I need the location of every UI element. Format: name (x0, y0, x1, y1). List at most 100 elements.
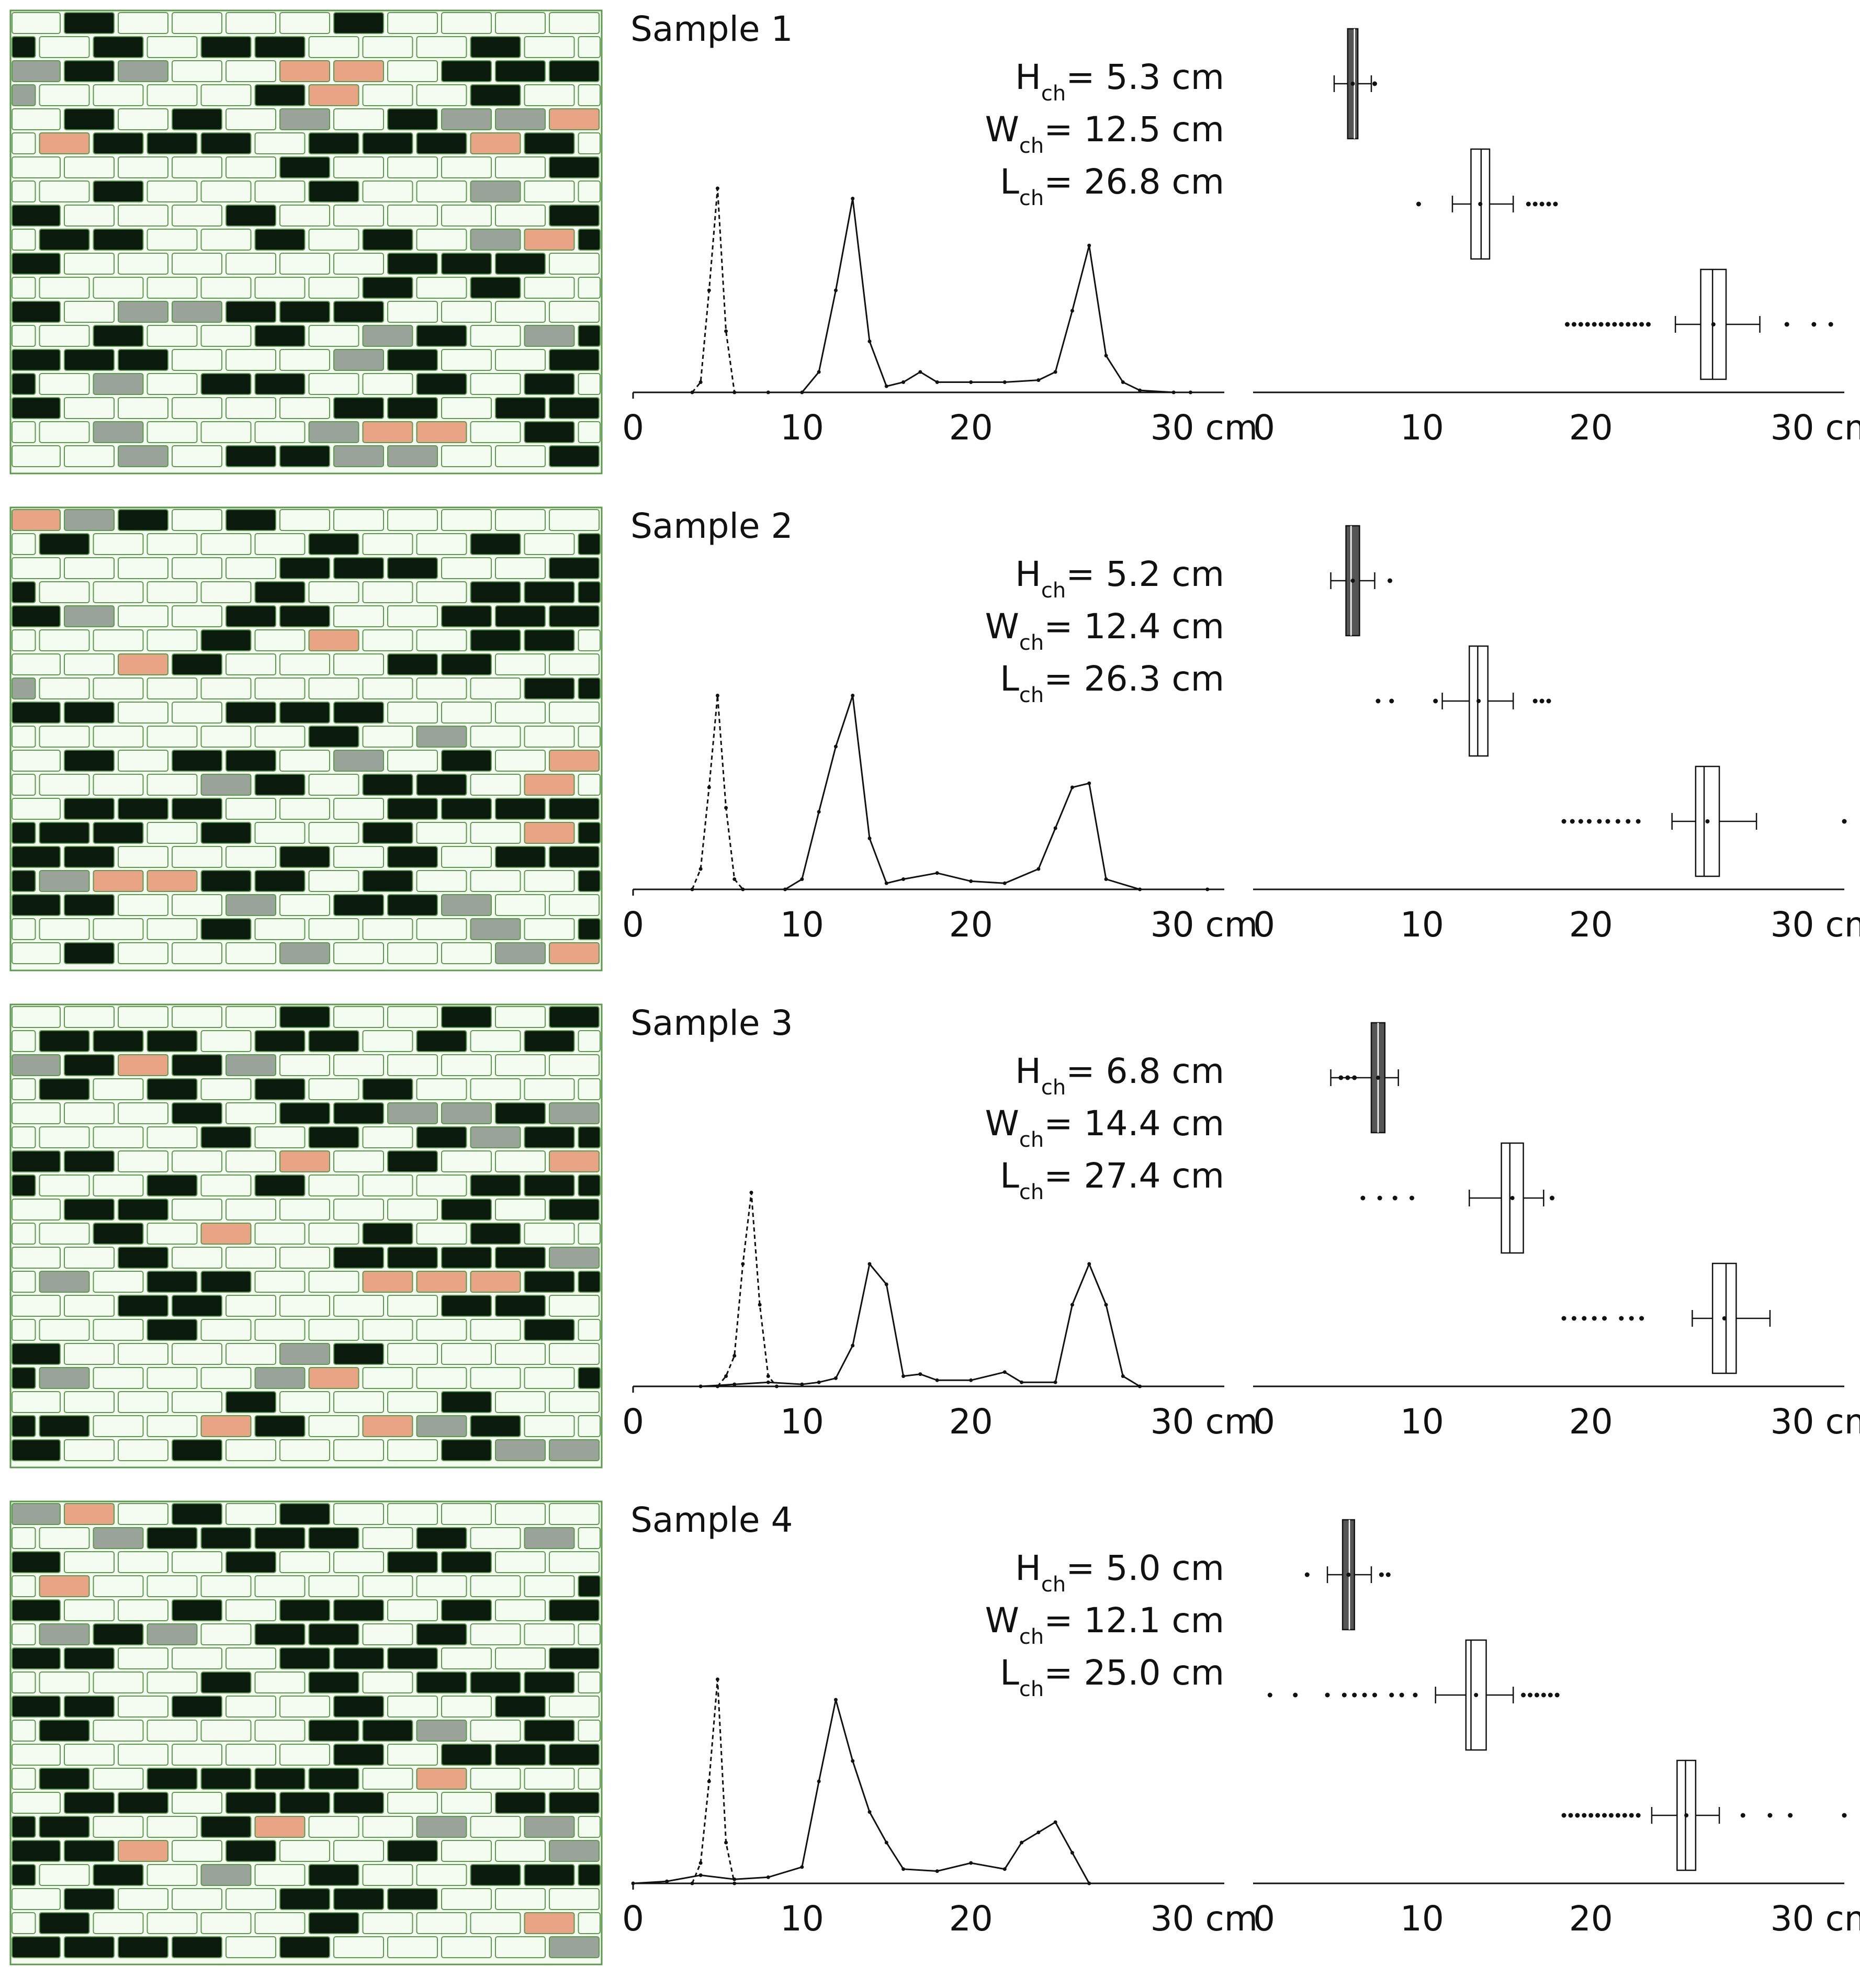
outlier-point (1389, 1692, 1394, 1698)
brick (226, 156, 276, 178)
brick (495, 397, 546, 419)
data-point (1087, 781, 1091, 785)
data-point (724, 806, 728, 810)
brick (226, 1840, 276, 1862)
brick (333, 894, 384, 916)
data-point (698, 867, 703, 871)
brick (39, 1367, 90, 1389)
brick (470, 1768, 521, 1790)
brick (495, 1295, 546, 1317)
dimension-value: 5.0 cm (1106, 1548, 1224, 1588)
brick (12, 1840, 61, 1862)
data-point (1020, 1380, 1024, 1384)
brick (333, 846, 384, 868)
brick (12, 1816, 36, 1838)
brick-wall-image (9, 9, 603, 475)
data-point (741, 887, 745, 891)
brick (172, 108, 222, 130)
brick (39, 84, 90, 106)
boxplot-L (1561, 1262, 1771, 1374)
brick (12, 1174, 36, 1196)
brick (362, 84, 413, 106)
outlier-point (1602, 1813, 1607, 1818)
brick (64, 1888, 115, 1910)
brick (39, 1720, 90, 1742)
brick (64, 349, 115, 371)
brick (279, 653, 330, 675)
brick (39, 726, 90, 748)
brick (118, 702, 168, 724)
data-point (1070, 1851, 1074, 1855)
brick (279, 1503, 330, 1525)
brick (279, 798, 330, 820)
brick (118, 1199, 168, 1221)
brick (524, 677, 575, 699)
brick (362, 1223, 413, 1245)
brick (578, 533, 601, 555)
brick (441, 349, 492, 371)
brick (172, 1343, 222, 1365)
brick (12, 750, 61, 772)
brick (549, 1551, 600, 1573)
brick (416, 373, 467, 395)
brick (254, 918, 306, 940)
brick (441, 1744, 492, 1766)
brick (226, 1888, 276, 1910)
data-point (732, 390, 737, 394)
brick (172, 1599, 222, 1621)
data-point (867, 340, 872, 343)
brick (578, 1078, 601, 1100)
brick (441, 894, 492, 916)
brick (226, 205, 276, 227)
brick (333, 557, 384, 579)
brick (172, 301, 222, 323)
brick (200, 1174, 252, 1196)
brick (441, 1551, 492, 1573)
brick (118, 509, 168, 531)
brick (172, 12, 222, 34)
outlier-point (1619, 1316, 1624, 1321)
data-point (707, 288, 711, 292)
brick (524, 1078, 575, 1100)
brick (12, 84, 36, 106)
brick (64, 798, 115, 820)
brick (12, 36, 36, 58)
brick (524, 1174, 575, 1196)
brick (254, 1527, 306, 1549)
brick (118, 349, 168, 371)
dimension-label-L: Lch= 27.4 cm (1000, 1156, 1224, 1204)
outlier-point (1413, 1692, 1418, 1698)
brick (64, 605, 115, 627)
brick (279, 1840, 330, 1862)
brick (93, 822, 144, 844)
brick (254, 373, 306, 395)
brick (308, 1912, 359, 1934)
brick (470, 1174, 521, 1196)
brick (362, 36, 413, 58)
brick (387, 894, 438, 916)
length-distribution-line (633, 1699, 1090, 1884)
brick (93, 1623, 144, 1645)
data-point (800, 390, 804, 394)
brick (333, 750, 384, 772)
brick (39, 1671, 90, 1693)
brick (441, 1102, 492, 1124)
brick (172, 1006, 222, 1028)
brick (279, 1888, 330, 1910)
data-point (1036, 378, 1041, 382)
brick (118, 894, 168, 916)
brick (470, 1319, 521, 1341)
brick (39, 229, 90, 251)
brick (64, 702, 115, 724)
brick (12, 509, 61, 531)
data-point (698, 380, 703, 384)
brick (254, 726, 306, 748)
brick (333, 156, 384, 178)
brick (146, 1623, 198, 1645)
brick (308, 1720, 359, 1742)
brick (39, 1174, 90, 1196)
brick (362, 629, 413, 651)
brick (308, 1575, 359, 1597)
brick (172, 1391, 222, 1413)
x-tick-label: 20 (1569, 905, 1613, 945)
